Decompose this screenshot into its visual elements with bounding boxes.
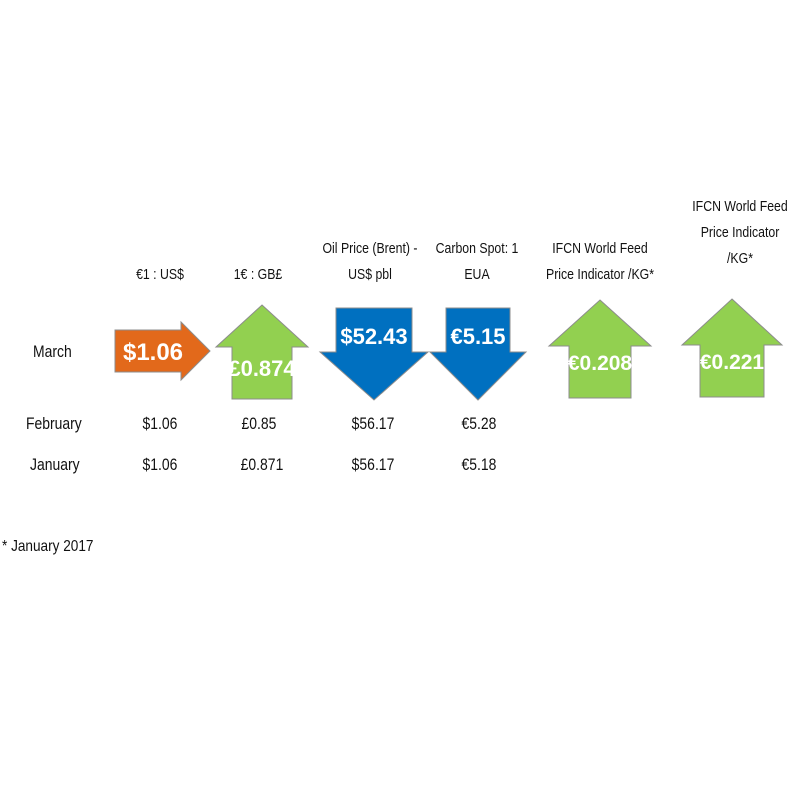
march-value-eur-usd: $1.06 [123, 339, 183, 366]
march-value-carbon-spot: €5.15 [450, 324, 505, 349]
arrow-up-icon: €0.221 [678, 297, 786, 401]
header-line: Oil Price (Brent) - [322, 240, 418, 257]
header-line: IFCN World Feed [692, 198, 788, 215]
row-label-march: March [33, 342, 72, 361]
february-value-eur-gbp: £0.85 [241, 414, 277, 433]
footnote: * January 2017 [2, 538, 94, 555]
february-value-carbon-spot: €5.28 [461, 414, 497, 433]
march-value-oil-price: $52.43 [340, 324, 407, 349]
row-label-february: February [26, 414, 82, 433]
header-ifcn-feed-2: IFCN World Feed Price Indicator /KG* [666, 194, 800, 272]
arrow-right-icon: $1.06 [113, 320, 213, 382]
header-line: US$ pbl [348, 266, 392, 283]
arrow-down-icon: €5.15 [428, 306, 528, 402]
header-line: EUA [464, 266, 490, 283]
header-line: Price Indicator [700, 224, 780, 241]
january-value-eur-usd: $1.06 [142, 455, 178, 474]
arrow-up-icon: €0.208 [545, 298, 655, 402]
february-value-oil-price: $56.17 [351, 414, 395, 433]
header-eur-usd: €1 : US$ [111, 262, 209, 288]
arrow-up-icon: £0.874 [212, 303, 312, 403]
march-value-eur-gbp: £0.874 [228, 356, 296, 381]
january-value-carbon-spot: €5.18 [461, 455, 497, 474]
header-line: IFCN World Feed [552, 240, 648, 257]
march-value-ifcn-feed-2: €0.221 [700, 351, 765, 374]
header-line: /KG* [727, 250, 753, 267]
header-line: 1€ : GB£ [233, 266, 283, 283]
header-eur-gbp: 1€ : GB£ [209, 262, 307, 288]
march-value-ifcn-feed-1: €0.208 [568, 352, 633, 375]
header-carbon-spot: Carbon Spot: 1 EUA [424, 236, 531, 288]
header-ifcn-feed-1: IFCN World Feed Price Indicator /KG* [526, 236, 674, 288]
january-value-eur-gbp: £0.871 [240, 455, 284, 474]
january-value-oil-price: $56.17 [351, 455, 395, 474]
header-line: €1 : US$ [136, 266, 184, 283]
header-line: Price Indicator /KG* [545, 266, 655, 283]
header-oil-price: Oil Price (Brent) - US$ pbl [309, 236, 432, 288]
arrow-down-icon: $52.43 [318, 306, 430, 402]
february-value-eur-usd: $1.06 [142, 414, 178, 433]
row-label-january: January [30, 455, 80, 474]
header-line: Carbon Spot: 1 [435, 240, 519, 257]
